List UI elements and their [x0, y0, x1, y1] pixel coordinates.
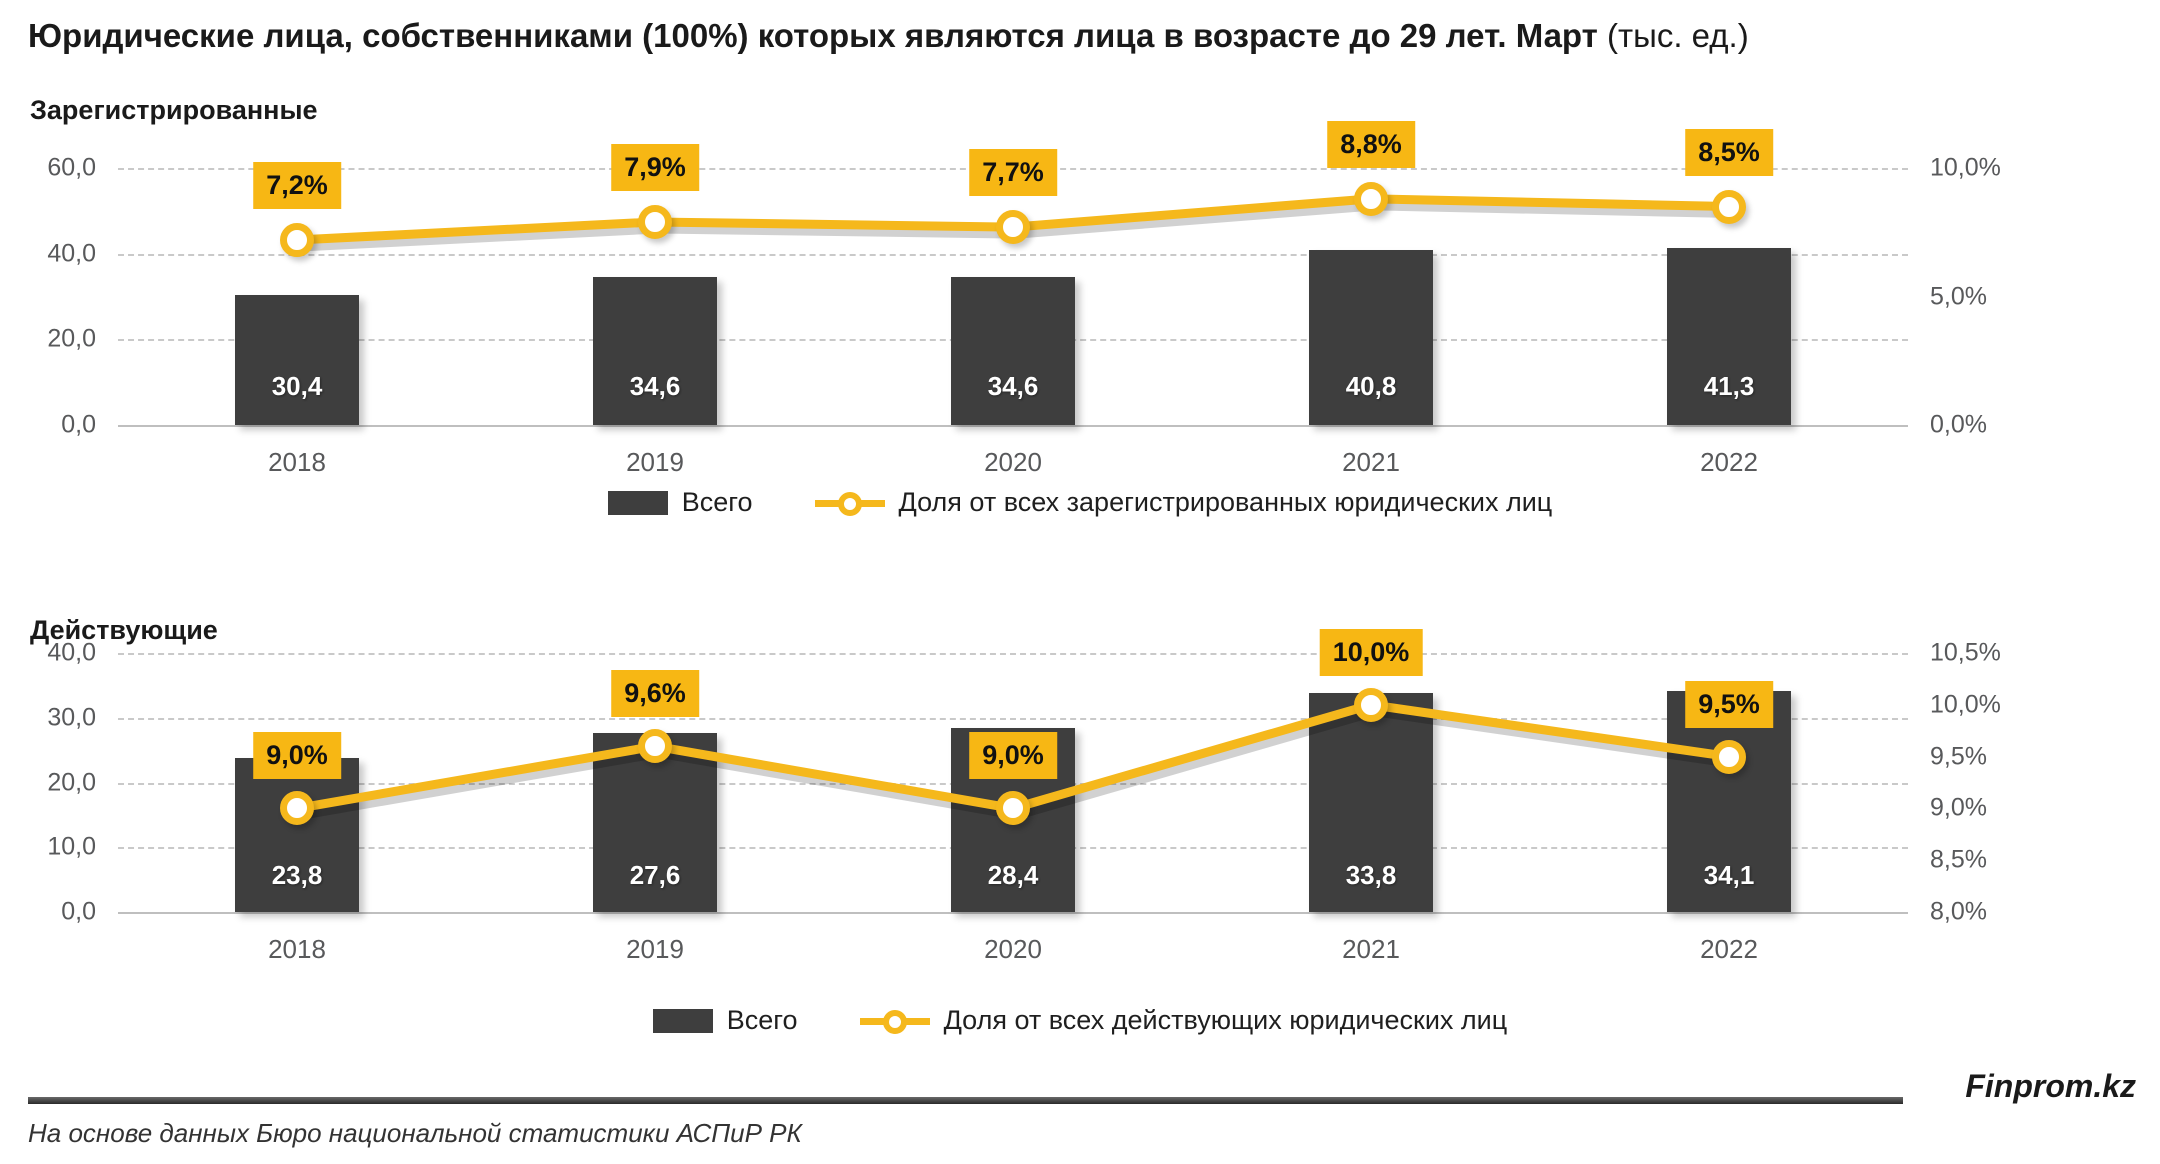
legend-item-share[interactable]: Доля от всех зарегистрированных юридичес… [814, 487, 1553, 518]
line-marker[interactable] [280, 222, 314, 257]
x-axis-tick: 2022 [1700, 447, 1758, 477]
bar-swatch-icon [652, 1008, 713, 1033]
x-axis-tick: 2020 [984, 447, 1042, 477]
page-title-main: Юридические лица, собственниками (100%) … [28, 17, 1598, 54]
line-marker[interactable] [280, 791, 314, 826]
legend-label-total: Всего [726, 1005, 798, 1035]
bar-value-label: 33,8 [1345, 860, 1397, 890]
bar[interactable] [1667, 248, 1791, 425]
legend-registered: Всего Доля от всех зарегистрированных юр… [0, 487, 2160, 518]
y-axis-tick-left: 10,0 [47, 832, 96, 861]
bar[interactable] [593, 276, 717, 425]
legend-label-share: Доля от всех зарегистрированных юридичес… [898, 487, 1553, 517]
page-title: Юридические лица, собственниками (100%) … [28, 16, 1749, 56]
gridline [118, 912, 1908, 914]
bar[interactable] [235, 294, 359, 425]
legend-item-total[interactable]: Всего [652, 1005, 798, 1036]
y-axis-tick-left: 20,0 [47, 768, 96, 796]
x-axis-tick: 2019 [626, 934, 684, 964]
y-axis-tick-right: 0,0% [1930, 410, 1987, 439]
gridline [118, 717, 1908, 720]
line-marker[interactable] [1712, 739, 1746, 774]
y-axis-tick-right: 8,5% [1930, 845, 1987, 874]
panel-subtitle-registered: Зарегистрированные [30, 95, 318, 125]
y-axis-tick-left: 20,0 [47, 324, 96, 353]
y-axis-tick-left: 60,0 [47, 153, 96, 182]
y-axis-tick-right: 8,0% [1930, 897, 1987, 926]
bar-value-label: 23,8 [271, 860, 323, 890]
y-axis-tick-left: 30,0 [47, 703, 96, 732]
line-marker[interactable] [1712, 189, 1746, 224]
y-axis-tick-right: 10,0% [1930, 153, 2001, 182]
y-axis-tick-right: 10,5% [1930, 638, 2001, 667]
bar-value-label: 30,4 [271, 371, 323, 401]
chart-panel-registered: Зарегистрированные 0,0 20,0 40,0 60,0 0,0% 5,… [0, 95, 2160, 555]
bar-value-label: 34,6 [629, 371, 681, 401]
y-axis-tick-right: 5,0% [1930, 282, 1987, 310]
y-axis-tick-left: 0,0 [61, 410, 96, 439]
panel-subtitle-active: Действующие [30, 615, 218, 645]
x-axis-tick: 2022 [1700, 934, 1758, 964]
x-axis-tick: 2018 [268, 934, 326, 964]
bar-value-label: 28,4 [987, 860, 1039, 890]
x-axis-tick: 2020 [984, 934, 1042, 964]
page-title-units: (тыс. ед.) [1607, 17, 1749, 54]
y-axis-tick-right: 9,5% [1930, 742, 1987, 771]
bar-value-label: 27,6 [629, 860, 681, 890]
footer-divider [28, 1097, 1903, 1104]
bar-value-label: 34,1 [1703, 860, 1755, 890]
plot-area-active: 0,0 10,0 20,0 30,0 40,0 8,0% 8,5% 9,0% 9,5% 10,0%… [47, 628, 2001, 964]
line-value-label: 9,0% [253, 732, 341, 780]
line-marker[interactable] [996, 210, 1030, 245]
bar-swatch-icon [607, 490, 668, 515]
x-axis-tick: 2021 [1342, 447, 1400, 477]
chart-panel-active: Действующие 0,0 10,0 20,0 30,0 40,0 8,0% 8,5% 9… [0, 615, 2160, 1055]
source-note: На основе данных Бюро национальной стати… [28, 1118, 802, 1148]
line-value-label: 9,5% [1685, 680, 1773, 728]
line-marker[interactable] [996, 791, 1030, 826]
legend-item-share[interactable]: Доля от всех действующих юридических лиц [859, 1005, 1508, 1036]
y-axis-tick-left: 40,0 [47, 638, 96, 667]
x-axis-tick: 2018 [268, 447, 326, 477]
line-marker[interactable] [638, 204, 672, 239]
bar-value-label: 34,6 [987, 371, 1039, 401]
line-marker[interactable] [1354, 181, 1388, 216]
gridline [118, 653, 1908, 655]
gridline [118, 425, 1908, 427]
legend-item-total[interactable]: Всего [607, 487, 753, 518]
line-marker-swatch-icon [859, 1009, 930, 1034]
bar-value-label: 40,8 [1345, 371, 1397, 401]
legend-label-total: Всего [681, 487, 753, 517]
legend-label-share: Доля от всех действующих юридических лиц [943, 1005, 1508, 1035]
y-axis-tick-right: 10,0% [1930, 690, 2001, 719]
line-value-label: 7,9% [611, 143, 699, 191]
x-axis-tick: 2019 [626, 447, 684, 477]
x-axis-tick: 2021 [1342, 934, 1400, 964]
y-axis-tick-right: 9,0% [1930, 793, 1987, 822]
brand-watermark: Finprom.kz [1965, 1068, 2136, 1104]
line-marker[interactable] [638, 729, 672, 764]
gridline [118, 253, 1908, 256]
line-value-label: 9,6% [611, 670, 699, 718]
line-value-label: 9,0% [969, 732, 1057, 780]
line-marker[interactable] [1354, 687, 1388, 722]
line-value-label: 7,2% [253, 161, 341, 209]
line-value-label: 8,5% [1685, 128, 1773, 176]
bar-value-label: 41,3 [1703, 371, 1755, 401]
y-axis-tick-left: 0,0 [61, 897, 96, 926]
bar[interactable] [951, 276, 1075, 425]
y-axis-tick-left: 40,0 [47, 239, 96, 268]
line-marker-swatch-icon [814, 491, 885, 516]
line-value-label: 10,0% [1319, 628, 1423, 676]
bar[interactable] [1309, 250, 1433, 425]
line-value-label: 8,8% [1327, 120, 1415, 168]
legend-active: Всего Доля от всех действующих юридическ… [0, 1005, 2160, 1036]
line-value-label: 7,7% [969, 149, 1057, 197]
plot-area-registered: 0,0 20,0 40,0 60,0 0,0% 5,0% 10,0% 2018 2019 2020… [47, 120, 2001, 477]
